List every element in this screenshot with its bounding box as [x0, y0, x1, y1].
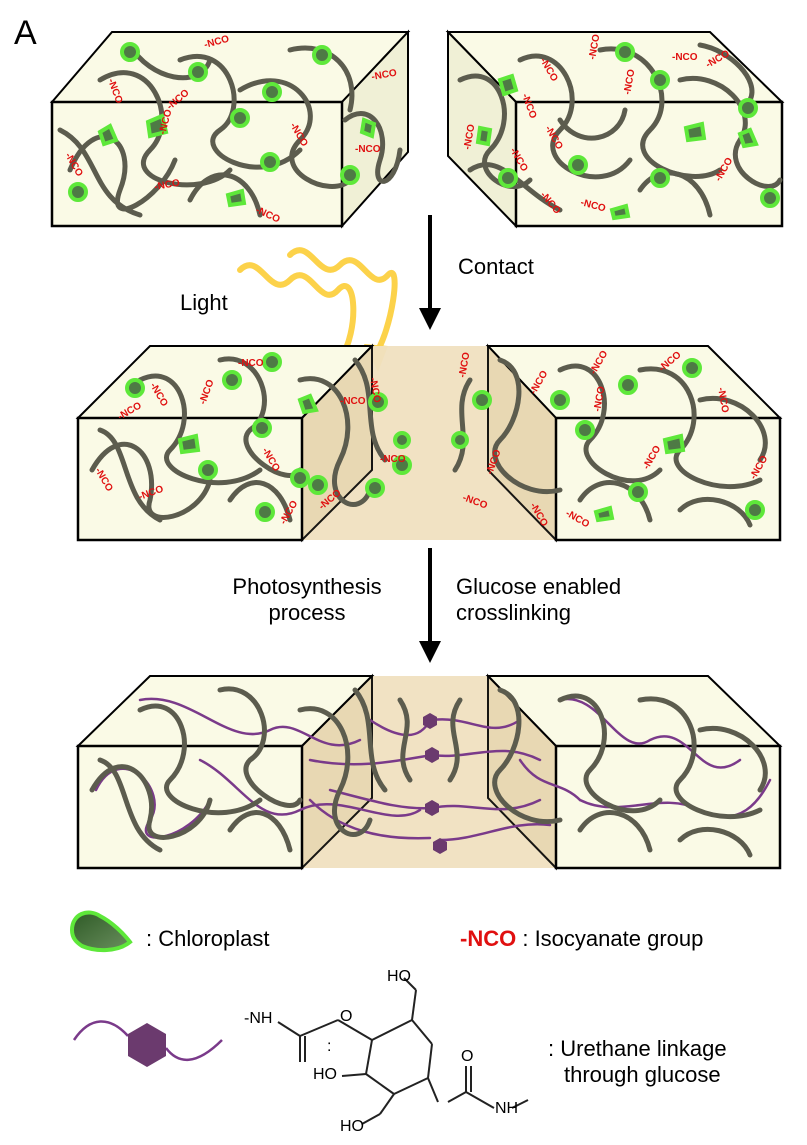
light-waves	[237, 247, 398, 363]
nco-label: -NCO	[355, 144, 381, 155]
molecule-o-right: O	[461, 1048, 474, 1065]
arrow-contact	[419, 215, 441, 330]
chains-top-left	[57, 42, 403, 218]
legend-urethane-line2: through glucose	[564, 1062, 721, 1087]
label-glucose-line2: crosslinking	[456, 600, 571, 625]
label-photosynthesis: Photosynthesis process	[192, 574, 422, 626]
glucose-hexagons	[423, 713, 447, 854]
legend-urethane-line1: : Urethane linkage	[548, 1036, 727, 1061]
molecule-nh-right: NH	[495, 1100, 519, 1117]
molecule-ho-top: HO	[387, 968, 411, 985]
nco-label: -NCO	[462, 123, 477, 150]
molecule-ho-mid: HO	[313, 1066, 337, 1083]
nco-label: -NCO	[154, 178, 181, 193]
nco-label: -NCO	[238, 358, 264, 369]
nco-label: -NCO	[457, 351, 472, 378]
panel-label: A	[14, 14, 37, 52]
nco-label: -NCO	[622, 68, 637, 95]
legend-chloroplast: : Chloroplast	[146, 926, 270, 951]
chains-mid	[89, 356, 768, 528]
label-glucose-line1: Glucose enabled	[456, 574, 622, 599]
glucose-hexagon	[425, 747, 439, 763]
nco-label: -NCO	[592, 385, 607, 412]
block-bottom-left	[75, 673, 375, 871]
nco-label: -NCO	[367, 377, 382, 404]
molecule-colon: :	[327, 1038, 332, 1055]
nco-label: -NCO	[371, 68, 398, 83]
label-photosynthesis-line1: Photosynthesis	[232, 574, 382, 599]
glucose-hexagon	[433, 838, 447, 854]
label-contact: Contact	[458, 254, 534, 279]
nco-label: -NCO	[715, 387, 730, 414]
chloroplast-legend-icon	[69, 910, 133, 953]
label-glucose-crosslinking: Glucose enabled crosslinking	[456, 574, 621, 626]
nco-label: -NCO	[340, 396, 366, 407]
label-light: Light	[180, 290, 228, 315]
chloroplasts-mid	[125, 352, 765, 523]
chains-bottom	[89, 686, 768, 858]
molecule-ho-bottom: HO	[340, 1118, 364, 1135]
chloroplasts-top-left	[68, 42, 377, 208]
legend-nco-symbol: -NCO	[460, 926, 517, 951]
label-photosynthesis-line2: process	[268, 600, 346, 625]
nco-label: -NCO	[672, 52, 698, 63]
glucose-hexagon	[423, 713, 437, 729]
molecule-nh-left: -NH	[244, 1010, 273, 1027]
nco-label: -NCO	[380, 454, 406, 465]
legend-isocyanate: -NCO : Isocyanate group	[460, 926, 703, 952]
chloroplasts-top-right	[475, 42, 780, 221]
nco-label: -NCO	[587, 33, 602, 60]
arrow-crosslinking	[419, 548, 441, 663]
legend-nco-description: : Isocyanate group	[522, 926, 704, 951]
molecule-o-left: O	[340, 1008, 353, 1025]
glucose-hexagon	[425, 800, 439, 816]
legend-urethane: : Urethane linkage through glucose	[548, 1036, 727, 1088]
urethane-legend-icon	[72, 1020, 223, 1067]
glucose-structure	[277, 977, 529, 1125]
